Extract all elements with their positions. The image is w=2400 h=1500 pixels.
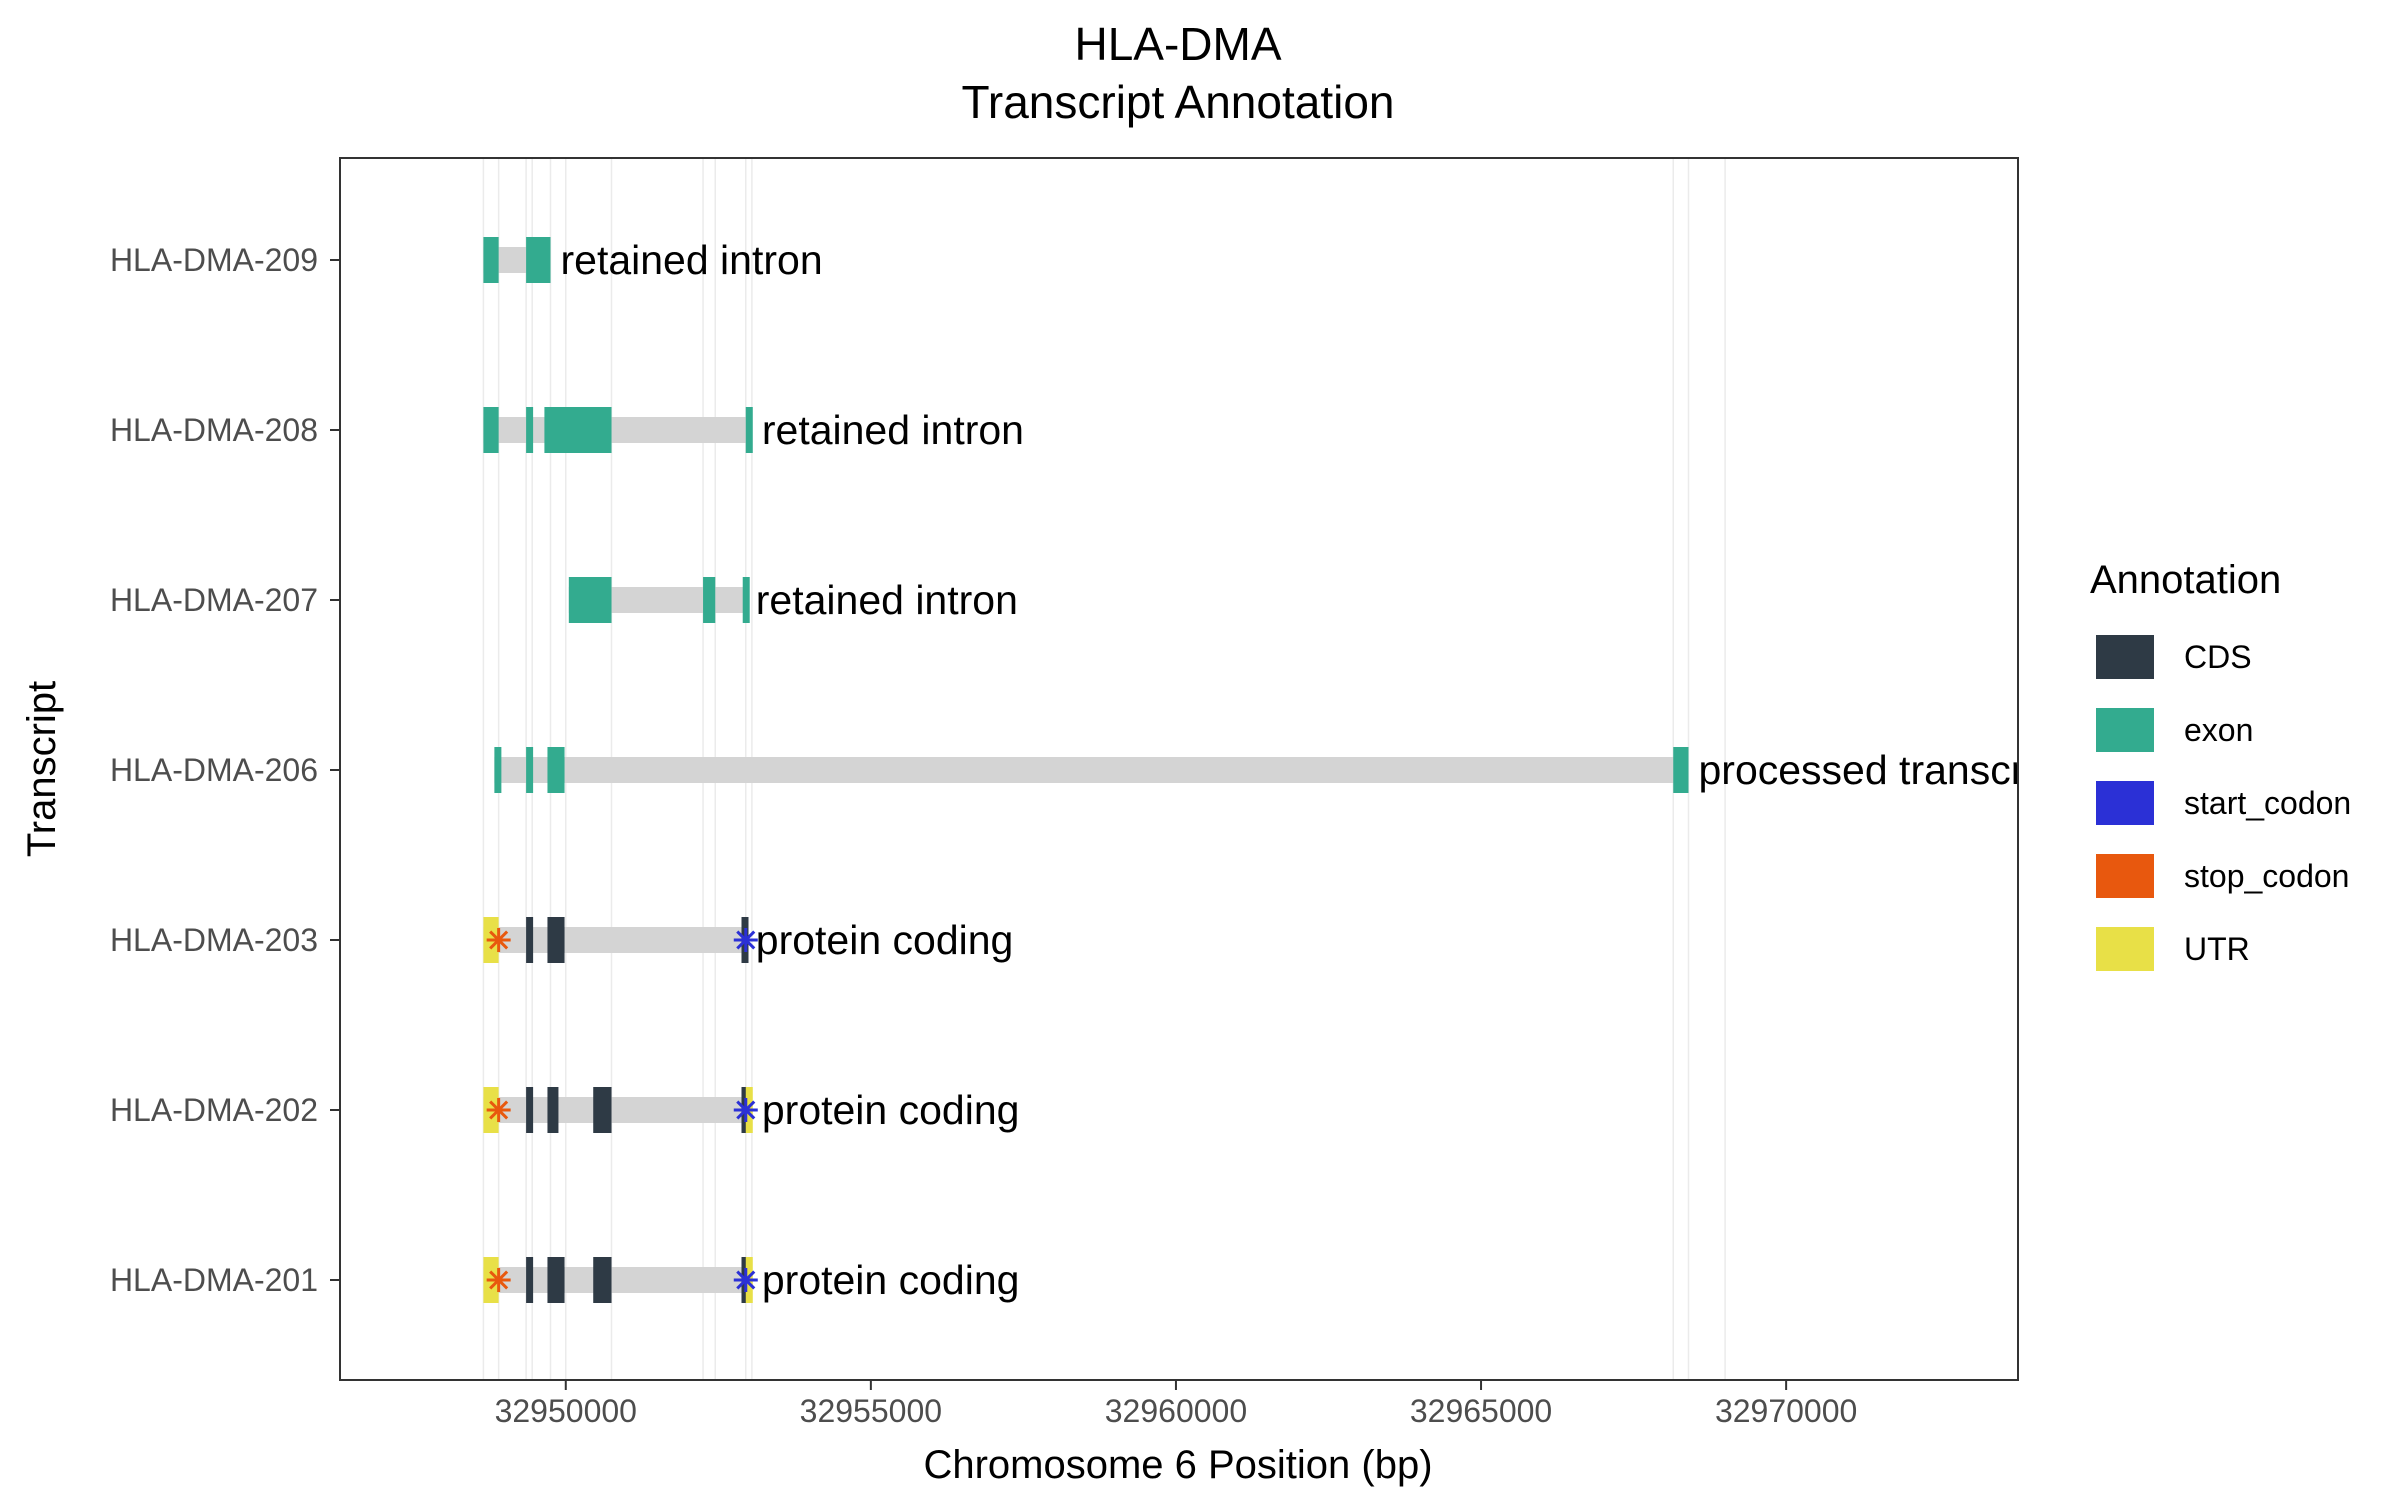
y-tick-label: HLA-DMA-209 bbox=[110, 242, 318, 278]
y-axis: HLA-DMA-209 HLA-DMA-208 HLA-DMA-207 HLA-DMA… bbox=[110, 242, 340, 1298]
legend-swatch-start-codon bbox=[2096, 781, 2154, 825]
cds-block bbox=[526, 1257, 534, 1303]
biotype-label: protein coding bbox=[762, 1087, 1020, 1133]
exon-block bbox=[544, 407, 612, 453]
legend-label: CDS bbox=[2184, 639, 2252, 675]
legend-swatch-exon bbox=[2096, 708, 2154, 752]
cds-block bbox=[526, 917, 534, 963]
x-tick-label: 32960000 bbox=[1105, 1393, 1247, 1429]
intron-line bbox=[483, 1097, 752, 1123]
start-codon-marker bbox=[733, 1098, 758, 1122]
cds-block bbox=[547, 1257, 565, 1303]
legend-label: stop_codon bbox=[2184, 858, 2349, 894]
exon-block bbox=[703, 577, 716, 623]
legend-swatch-utr bbox=[2096, 927, 2154, 971]
legend: Annotation CDS exon start_codon stop_codon U… bbox=[2090, 558, 2351, 971]
legend-label: UTR bbox=[2184, 931, 2250, 967]
y-tick-label: HLA-DMA-203 bbox=[110, 922, 318, 958]
y-tick-label: HLA-DMA-201 bbox=[110, 1262, 318, 1298]
exon-block bbox=[483, 407, 499, 453]
cds-block bbox=[593, 1257, 612, 1303]
biotype-label: protein coding bbox=[756, 917, 1014, 963]
stop-codon-marker bbox=[486, 1098, 511, 1122]
legend-swatch-stop-codon bbox=[2096, 854, 2154, 898]
cds-block bbox=[526, 1087, 534, 1133]
exon-block bbox=[494, 747, 502, 793]
intron-lines bbox=[483, 247, 1689, 1293]
y-tick-label: HLA-DMA-207 bbox=[110, 582, 318, 618]
y-axis-title: Transcript bbox=[20, 681, 64, 857]
x-axis-title: Chromosome 6 Position (bp) bbox=[923, 1443, 1432, 1487]
exon-block bbox=[547, 747, 565, 793]
intron-line bbox=[483, 1267, 752, 1293]
exon-block bbox=[483, 237, 499, 283]
cds-block bbox=[547, 917, 565, 963]
legend-label: start_codon bbox=[2184, 785, 2351, 821]
exon-block bbox=[742, 577, 750, 623]
intron-line bbox=[483, 927, 746, 953]
biotype-label: protein coding bbox=[762, 1257, 1020, 1303]
start-codon-marker bbox=[733, 1268, 758, 1292]
cds-block bbox=[547, 1087, 559, 1133]
feature-blocks bbox=[483, 237, 1689, 1303]
exon-block bbox=[568, 577, 612, 623]
start-codon-marker bbox=[733, 928, 758, 952]
exon-block bbox=[745, 407, 753, 453]
legend-label: exon bbox=[2184, 712, 2253, 748]
chart-title: HLA-DMA bbox=[1074, 18, 1281, 70]
chart-subtitle: Transcript Annotation bbox=[962, 76, 1395, 128]
intron-line bbox=[483, 417, 752, 443]
stop-codon-marker bbox=[486, 928, 511, 952]
biotype-label: processed transcr bbox=[1699, 747, 2025, 793]
x-tick-label: 32950000 bbox=[495, 1393, 637, 1429]
x-axis: 32950000 32955000 32960000 32965000 32970000 bbox=[495, 1380, 1857, 1429]
intron-line bbox=[494, 757, 1689, 783]
biotype-label: retained intron bbox=[561, 237, 823, 283]
biotype-label: retained intron bbox=[756, 577, 1018, 623]
exon-block bbox=[526, 407, 534, 453]
biotype-label: retained intron bbox=[762, 407, 1024, 453]
exon-block bbox=[526, 237, 551, 283]
codon-markers bbox=[486, 928, 758, 1292]
cds-block bbox=[593, 1087, 612, 1133]
x-tick-label: 32970000 bbox=[1715, 1393, 1857, 1429]
y-tick-label: HLA-DMA-206 bbox=[110, 752, 318, 788]
y-tick-label: HLA-DMA-208 bbox=[110, 412, 318, 448]
stop-codon-marker bbox=[486, 1268, 511, 1292]
exon-block bbox=[1673, 747, 1689, 793]
legend-title: Annotation bbox=[2090, 558, 2281, 602]
x-tick-label: 32965000 bbox=[1410, 1393, 1552, 1429]
y-tick-label: HLA-DMA-202 bbox=[110, 1092, 318, 1128]
biotype-labels: retained intron retained intron retained i… bbox=[561, 237, 2025, 1303]
legend-swatch-cds bbox=[2096, 635, 2154, 679]
exon-block bbox=[526, 747, 534, 793]
x-tick-label: 32955000 bbox=[800, 1393, 942, 1429]
